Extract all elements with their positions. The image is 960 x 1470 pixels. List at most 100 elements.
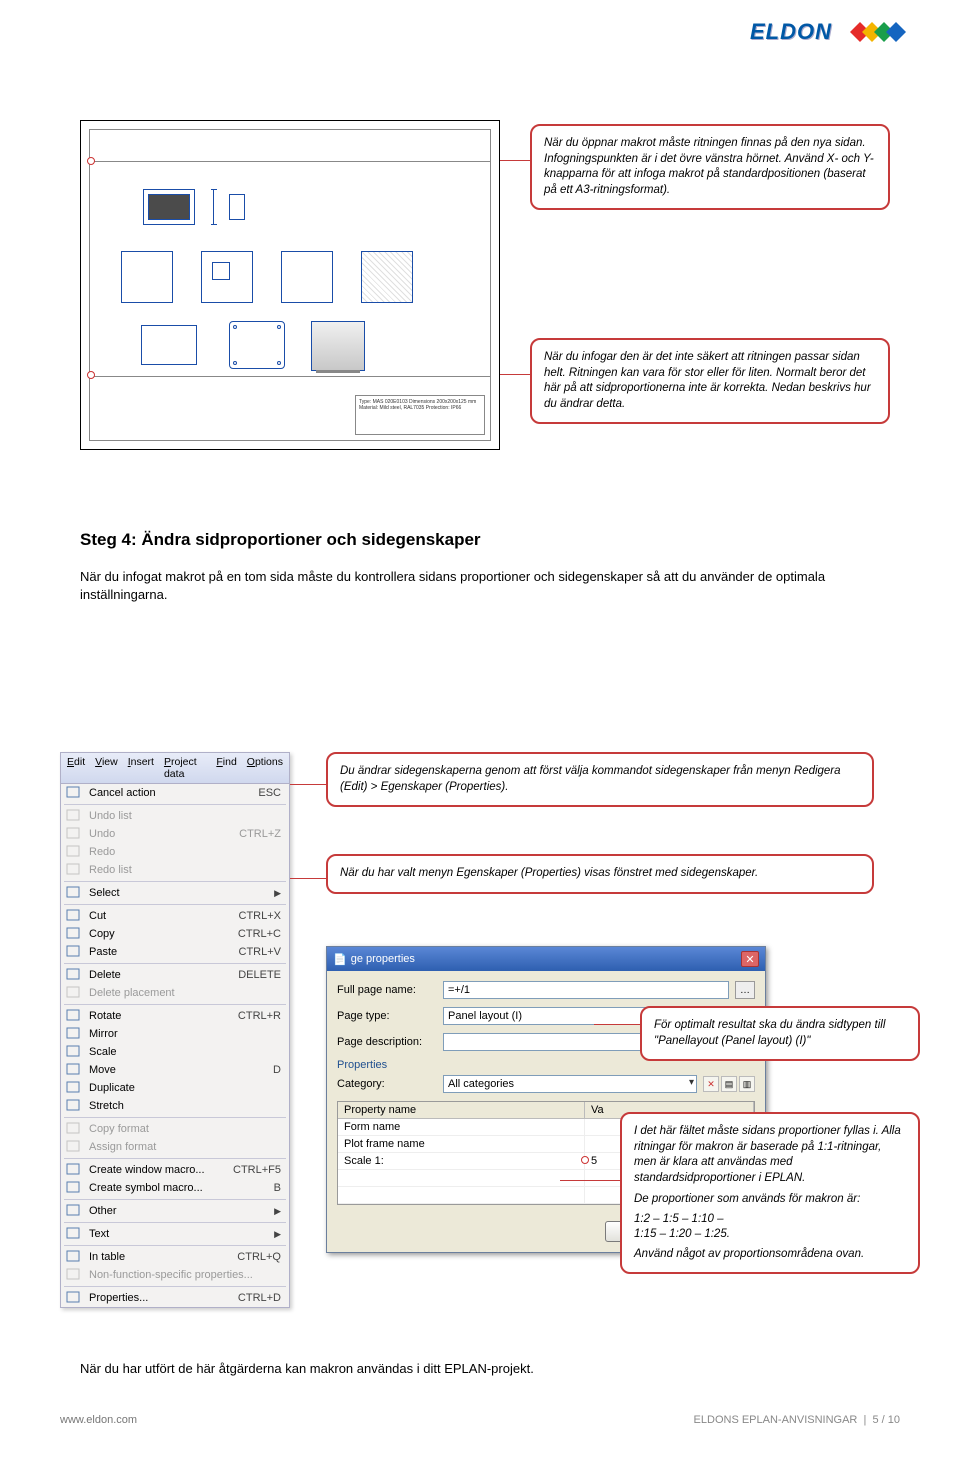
menu-item[interactable]: Other▶ bbox=[61, 1202, 289, 1220]
menu-item-shortcut: CTRL+X bbox=[239, 910, 282, 922]
menu-item-label: Create window macro... bbox=[89, 1164, 205, 1176]
callout-dialog-shown: När du har valt menyn Egenskaper (Proper… bbox=[326, 854, 874, 894]
menu-item-icon bbox=[66, 945, 82, 959]
menu-item-icon bbox=[66, 1063, 82, 1077]
callout-page-type: För optimalt resultat ska du ändra sidty… bbox=[640, 1006, 920, 1061]
menu-item[interactable]: CutCTRL+X bbox=[61, 907, 289, 925]
menu-item[interactable]: Duplicate bbox=[61, 1079, 289, 1097]
menu-item: Delete placement bbox=[61, 984, 289, 1002]
submenu-arrow-icon: ▶ bbox=[274, 888, 281, 899]
closing-text: När du har utfört de här åtgärderna kan … bbox=[80, 1360, 880, 1378]
menu-item-icon bbox=[66, 968, 82, 982]
menu-item-icon bbox=[66, 1291, 82, 1305]
menu-item-label: Delete bbox=[89, 969, 121, 981]
menu-item[interactable]: Stretch bbox=[61, 1097, 289, 1115]
menu-item-label: Cancel action bbox=[89, 787, 156, 799]
toolbar-icon[interactable]: ✕ bbox=[703, 1076, 719, 1092]
table-cell: Form name bbox=[338, 1119, 585, 1135]
menu-item-icon bbox=[66, 1181, 82, 1195]
menubar-item[interactable]: Insert bbox=[128, 756, 154, 780]
menu-item: Undo list bbox=[61, 807, 289, 825]
menu-item: Redo bbox=[61, 843, 289, 861]
menu-item-shortcut: CTRL+Z bbox=[239, 828, 281, 840]
menu-item-icon bbox=[66, 886, 82, 900]
callout-text: 1:2 – 1:5 – 1:10 – bbox=[634, 1212, 906, 1228]
menu-item[interactable]: Scale bbox=[61, 1043, 289, 1061]
menu-item[interactable]: CopyCTRL+C bbox=[61, 925, 289, 943]
menu-item: Redo list bbox=[61, 861, 289, 879]
menu-item[interactable]: Create window macro... CTRL+F5 bbox=[61, 1161, 289, 1179]
menubar-item[interactable]: Find bbox=[216, 756, 236, 780]
brand-logo: ELDON bbox=[750, 16, 920, 48]
menu-item-icon bbox=[66, 809, 82, 823]
menu-item-icon bbox=[66, 1268, 82, 1282]
menu-item[interactable]: Mirror bbox=[61, 1025, 289, 1043]
callout-insertion-point: När du öppnar makrot måste ritningen fin… bbox=[530, 124, 890, 210]
menu-item-icon bbox=[66, 909, 82, 923]
menu-item-icon bbox=[66, 1081, 82, 1095]
menu-item-label: Copy bbox=[89, 928, 115, 940]
callout-text: Du ändrar sidegenskaperna genom att förs… bbox=[340, 765, 841, 793]
menubar-item[interactable]: Edit bbox=[67, 756, 85, 780]
callout-text: När du har valt menyn Egenskaper (Proper… bbox=[340, 867, 758, 879]
menu-item-label: Paste bbox=[89, 946, 117, 958]
step4-body: När du infogat makrot på en tom sida mås… bbox=[80, 568, 880, 604]
menu-item[interactable]: DeleteDELETE bbox=[61, 966, 289, 984]
menubar-item[interactable]: View bbox=[95, 756, 118, 780]
full-page-name-field[interactable]: =+/1 bbox=[443, 981, 729, 999]
logo-text: ELDON bbox=[750, 19, 832, 45]
menu-item-icon bbox=[66, 827, 82, 841]
menu-item-icon bbox=[66, 986, 82, 1000]
menu-item[interactable]: RotateCTRL+R bbox=[61, 1007, 289, 1025]
table-cell: Plot frame name bbox=[338, 1136, 585, 1152]
browse-button[interactable]: … bbox=[735, 981, 755, 999]
dialog-title: ge properties bbox=[351, 953, 415, 965]
menubar-item[interactable]: Options bbox=[247, 756, 283, 780]
menu-item[interactable]: Select ▶ bbox=[61, 884, 289, 902]
menu-item-label: Copy format bbox=[89, 1123, 149, 1135]
table-header: Property name bbox=[338, 1102, 585, 1118]
menu-item-label: Non-function-specific properties... bbox=[89, 1269, 253, 1281]
menu-item: Non-function-specific properties... bbox=[61, 1266, 289, 1284]
toolbar-icon[interactable]: ▤ bbox=[721, 1076, 737, 1092]
callout-text: När du infogar den är det inte säkert at… bbox=[544, 351, 871, 410]
menu-item-label: Duplicate bbox=[89, 1082, 135, 1094]
menu-item-icon bbox=[66, 1227, 82, 1241]
menu-item-label: Select bbox=[89, 887, 120, 899]
menu-item-shortcut: D bbox=[273, 1064, 281, 1076]
menu-item[interactable]: PasteCTRL+V bbox=[61, 943, 289, 961]
callout-properties-menu: Du ändrar sidegenskaperna genom att förs… bbox=[326, 752, 874, 807]
menu-item-icon bbox=[66, 1250, 82, 1264]
menu-item[interactable]: Properties...CTRL+D bbox=[61, 1289, 289, 1307]
menu-item[interactable]: MoveD bbox=[61, 1061, 289, 1079]
menu-item[interactable]: Text▶ bbox=[61, 1225, 289, 1243]
menu-item-shortcut: B bbox=[274, 1182, 281, 1194]
menubar-item[interactable]: Project data bbox=[164, 756, 206, 780]
submenu-arrow-icon: ▶ bbox=[274, 1206, 281, 1217]
menu-item-icon bbox=[66, 863, 82, 877]
menu-item-shortcut: CTRL+F5 bbox=[233, 1164, 281, 1176]
page-footer: www.eldon.com ELDONS EPLAN-ANVISNINGAR |… bbox=[60, 1414, 900, 1426]
callout-text: De proportioner som används för makron ä… bbox=[634, 1192, 906, 1208]
footer-url: www.eldon.com bbox=[60, 1414, 137, 1426]
menu-item-icon bbox=[66, 845, 82, 859]
category-dropdown[interactable]: All categories bbox=[443, 1075, 697, 1093]
dialog-icon: 📄 bbox=[333, 953, 347, 966]
menu-item-label: Undo list bbox=[89, 810, 132, 822]
callout-page-fit: När du infogar den är det inte säkert at… bbox=[530, 338, 890, 424]
toolbar-icon[interactable]: ▥ bbox=[739, 1076, 755, 1092]
callout-text: För optimalt resultat ska du ändra sidty… bbox=[654, 1019, 885, 1047]
drawing-legend: Type: MAS 020E0103 Dimensions 200x200x12… bbox=[355, 395, 485, 435]
menu-item-shortcut: CTRL+Q bbox=[237, 1251, 281, 1263]
menu-item-shortcut: CTRL+R bbox=[238, 1010, 281, 1022]
menu-item: Assign format bbox=[61, 1138, 289, 1156]
menu-item[interactable]: Cancel actionESC bbox=[61, 784, 289, 802]
close-icon[interactable]: ✕ bbox=[741, 951, 759, 967]
label-page-description: Page description: bbox=[337, 1036, 437, 1048]
menu-item[interactable]: Create symbol macro...B bbox=[61, 1179, 289, 1197]
menu-item[interactable]: In tableCTRL+Q bbox=[61, 1248, 289, 1266]
callout-scale: I det här fältet måste sidans proportion… bbox=[620, 1112, 920, 1274]
logo-diamonds-icon bbox=[840, 16, 920, 48]
callout-text: När du öppnar makrot måste ritningen fin… bbox=[544, 137, 874, 196]
drawing-preview: Type: MAS 020E0103 Dimensions 200x200x12… bbox=[80, 120, 500, 450]
